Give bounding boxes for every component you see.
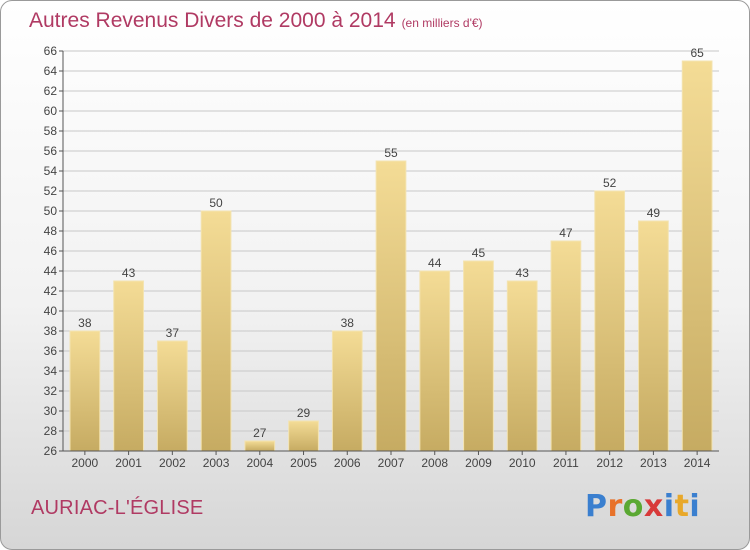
y-tick-label: 32 <box>44 384 58 398</box>
data-label: 44 <box>428 256 442 270</box>
title-text: Autres Revenus Divers de 2000 à 2014 <box>29 9 396 32</box>
y-tick-label: 54 <box>44 164 58 178</box>
y-tick-label: 38 <box>44 324 58 338</box>
logo-letter: P <box>585 489 608 524</box>
bar <box>69 330 101 452</box>
data-label: 47 <box>559 226 573 240</box>
data-label: 38 <box>78 316 92 330</box>
data-label: 52 <box>603 176 617 190</box>
bar <box>113 280 144 452</box>
data-label: 50 <box>209 196 223 210</box>
x-tick-label: 2014 <box>684 456 711 470</box>
x-tick-label: 2007 <box>378 456 405 470</box>
data-label: 49 <box>647 206 661 220</box>
y-tick-label: 50 <box>44 204 58 218</box>
y-tick-label: 26 <box>44 444 58 458</box>
y-tick-label: 62 <box>44 84 58 98</box>
y-tick-label: 28 <box>44 424 58 438</box>
bar <box>200 210 232 452</box>
logo-letter: r <box>607 489 623 524</box>
proxiti-logo: Proxiti <box>585 489 700 524</box>
y-tick-label: 52 <box>44 184 58 198</box>
bar <box>594 190 626 452</box>
y-tick-label: 42 <box>44 284 58 298</box>
bar <box>156 340 188 452</box>
x-tick-label: 2008 <box>421 456 448 470</box>
x-tick-label: 2012 <box>596 456 623 470</box>
y-tick-label: 30 <box>44 404 58 418</box>
data-label: 45 <box>472 246 486 260</box>
y-tick-label: 40 <box>44 304 58 318</box>
bar <box>331 330 363 452</box>
logo-letter: t <box>674 489 690 524</box>
title-unit: (en milliers d'€) <box>401 16 483 30</box>
bar <box>506 280 538 452</box>
axes <box>59 50 719 455</box>
x-tick-label: 2013 <box>640 456 667 470</box>
data-label: 65 <box>690 46 704 60</box>
data-label: 27 <box>253 426 267 440</box>
x-tick-label: 2002 <box>159 456 186 470</box>
bar <box>288 420 319 452</box>
logo-letter: x <box>643 489 664 524</box>
data-label: 55 <box>384 146 398 160</box>
y-tick-label: 48 <box>44 224 58 238</box>
x-tick-label: 2011 <box>553 456 579 470</box>
bar <box>681 60 713 452</box>
x-tick-label: 2009 <box>465 456 492 470</box>
y-tick-label: 58 <box>44 124 58 138</box>
data-label: 29 <box>297 406 311 420</box>
bar <box>419 270 451 452</box>
bar <box>550 240 582 452</box>
y-tick-label: 60 <box>44 104 58 118</box>
x-tick-label: 2000 <box>72 456 99 470</box>
y-tick-label: 44 <box>44 264 58 278</box>
bar <box>463 260 494 452</box>
x-tick-label: 2010 <box>509 456 536 470</box>
logo-letter: o <box>622 489 644 524</box>
y-tick-label: 56 <box>44 144 58 158</box>
x-tick-label: 2004 <box>246 456 273 470</box>
y-tick-label: 36 <box>44 344 58 358</box>
data-label: 38 <box>341 316 355 330</box>
bar <box>244 440 276 452</box>
logo-letter: i <box>689 489 701 524</box>
bar <box>375 160 407 452</box>
x-tick-label: 2006 <box>334 456 361 470</box>
x-tick-label: 2001 <box>115 456 142 470</box>
x-tick-label: 2003 <box>203 456 230 470</box>
y-tick-label: 66 <box>44 44 58 58</box>
bars <box>69 60 713 452</box>
chart-title: Autres Revenus Divers de 2000 à 2014 (en … <box>29 9 483 33</box>
commune-name: AURIAC-L'ÉGLISE <box>31 497 204 519</box>
y-tick-label: 34 <box>44 364 58 378</box>
bar <box>638 220 669 452</box>
logo-letter: i <box>663 489 675 524</box>
data-label: 43 <box>122 266 136 280</box>
y-tick-label: 64 <box>44 64 58 78</box>
data-label: 43 <box>516 266 530 280</box>
labels: 26 28 30 32 34 36 38 40 42 44 46 48 50 52 54 56 58 60 62 64… <box>44 44 711 470</box>
y-tick-label: 46 <box>44 244 58 258</box>
x-tick-label: 2005 <box>290 456 317 470</box>
data-label: 37 <box>166 326 180 340</box>
